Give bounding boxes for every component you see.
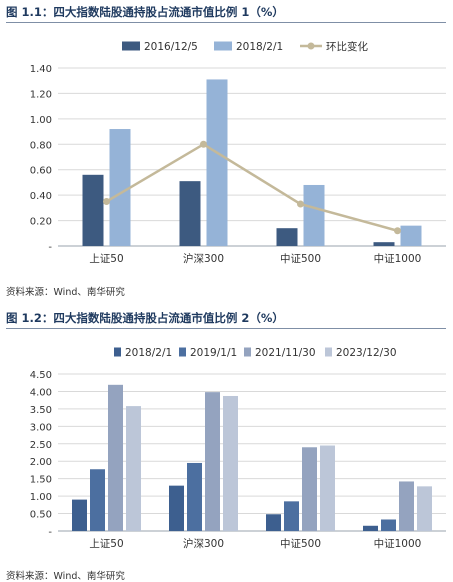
figure-1: 图 1.1：四大指数陆股通持股占流通市值比例 1（%） - 0.20 0.40 0.6… [6, 5, 446, 298]
legend-label: 2016/12/5 [144, 41, 198, 53]
bar-2016-12-5 [179, 181, 201, 246]
legend-swatch [325, 347, 332, 357]
chart-title: 图 1.2：四大指数陆股通持股占流通市值比例 2（%） [6, 311, 284, 325]
bar-2019-1-1 [381, 519, 396, 531]
y-tick-label: 3.00 [30, 422, 52, 433]
bar-2023-12-30 [417, 486, 432, 531]
legend-swatch [179, 347, 186, 357]
bar-2018-2-1 [169, 485, 184, 531]
x-tick-label: 沪深300 [183, 252, 224, 265]
bar-2019-1-1 [284, 501, 299, 531]
bar-2018-2-1 [363, 525, 378, 531]
legend-label: 环比变化 [326, 40, 368, 53]
title-rule [6, 328, 446, 329]
figure-2: 图 1.2：四大指数陆股通持股占流通市值比例 2（%） - 0.50 1.00 1.5… [0, 300, 453, 582]
bar-2021-11-30 [108, 384, 123, 531]
chart-title: 图 1.1：四大指数陆股通持股占流通市值比例 1（%） [6, 5, 284, 19]
y-tick-label: 1.00 [30, 115, 52, 126]
y-tick-label: 1.00 [30, 492, 52, 503]
legend-swatch [244, 347, 251, 357]
legend-label: 2021/11/30 [255, 347, 316, 359]
y-tick-label: 1.50 [30, 475, 52, 486]
y-tick-label: 0.20 [30, 217, 52, 228]
line-series [105, 142, 398, 232]
x-tick-label: 中证500 [280, 252, 321, 265]
y-tick-label: - [48, 242, 52, 253]
y-tick-label: 0.80 [30, 140, 52, 151]
bar-2019-1-1 [90, 469, 105, 531]
x-tick-label: 上证50 [89, 538, 123, 550]
x-tick-label: 中证1000 [374, 537, 422, 550]
line-point [297, 200, 304, 208]
y-tick-label: 2.50 [30, 440, 52, 451]
y-tick-label: - [48, 527, 52, 538]
bar-2016-12-5 [82, 174, 104, 246]
legend-label: 2018/2/1 [125, 347, 172, 359]
y-tick-label: 0.60 [30, 166, 52, 177]
line-point [103, 198, 110, 205]
bar-2016-12-5 [276, 228, 298, 246]
bar-2018-2-1 [266, 514, 281, 531]
bar-2023-12-30 [126, 406, 141, 531]
x-tick-label: 沪深300 [183, 537, 224, 550]
bar-2021-11-30 [302, 447, 317, 531]
y-tick-label: 1.40 [30, 64, 52, 75]
chart-1: - 0.20 0.40 0.60 0.80 1.00 1.20 1.40 上证50 沪深300 中证… [30, 40, 446, 265]
bar-2016-12-5 [373, 242, 395, 246]
chart-source: 资料来源：Wind、南华研究 [6, 571, 125, 582]
bar-2019-1-1 [187, 462, 202, 531]
legend-swatch [114, 347, 121, 357]
y-tick-label: 2.00 [30, 457, 52, 468]
bar-2021-11-30 [399, 481, 414, 531]
bar-2018-2-1 [303, 184, 325, 246]
line-point [394, 227, 401, 235]
y-tick-label: 3.50 [30, 405, 52, 416]
x-tick-label: 上证50 [89, 253, 123, 265]
bar-2021-11-30 [205, 392, 220, 531]
line-point [200, 140, 207, 148]
legend-swatch-marker [307, 42, 315, 50]
x-tick-label: 中证1000 [374, 252, 422, 265]
legend-label: 2018/2/1 [236, 41, 283, 53]
bar-2023-12-30 [320, 445, 335, 531]
title-rule [6, 22, 446, 23]
legend-swatch [214, 41, 232, 51]
legend-label: 2019/1/1 [190, 347, 237, 359]
legend-swatch [122, 41, 140, 51]
y-tick-label: 1.20 [30, 89, 52, 100]
chart-2: - 0.50 1.00 1.50 2.00 2.50 3.00 3.50 4.00 4.50 上证5… [30, 347, 446, 550]
bar-2023-12-30 [223, 395, 238, 531]
legend-label: 2023/12/30 [336, 347, 397, 359]
y-tick-label: 0.40 [30, 191, 52, 202]
chart-source: 资料来源：Wind、南华研究 [6, 287, 125, 298]
y-tick-label: 4.50 [30, 370, 52, 381]
bar-2018-2-1 [400, 225, 422, 246]
bar-2018-2-1 [206, 79, 228, 246]
y-tick-label: 0.50 [30, 510, 52, 521]
bar-2018-2-1 [109, 129, 131, 246]
bar-2018-2-1 [72, 499, 87, 531]
x-tick-label: 中证500 [280, 537, 321, 550]
y-tick-label: 4.00 [30, 387, 52, 398]
